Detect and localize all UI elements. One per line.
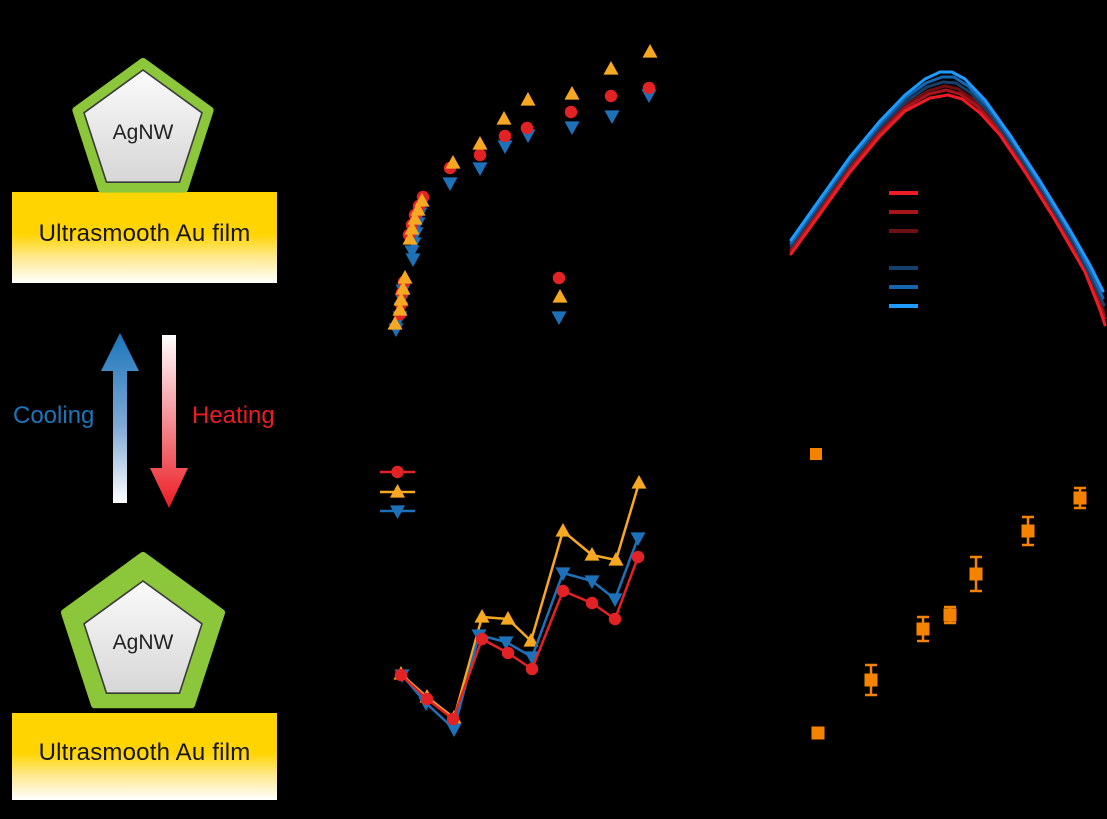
cooling-label: Cooling [13, 402, 95, 429]
scatter-top-middle-series-red-circles [393, 81, 656, 321]
pentagon-core [83, 69, 203, 183]
errorbar-bottom-right [810, 448, 1087, 740]
gold-film-top: Ultrasmooth Au film [12, 192, 277, 283]
scatter-top-middle [387, 43, 658, 338]
film-label: Ultrasmooth Au film [38, 738, 251, 766]
lines-bottom-middle-series-red-circles [394, 550, 645, 726]
lines-bottom-middle-series-amber-up-triangles [393, 474, 647, 724]
gold-film-bottom: Ultrasmooth Au film [12, 713, 277, 800]
agnw-pentagon-bottom [61, 552, 225, 709]
spectra-top-right-curve-dark-maroon [789, 84, 1106, 314]
scatter-top-middle-series-amber-up-triangles [387, 43, 658, 330]
spectra-top-right-curve-medium-blue [789, 75, 1105, 300]
spectra-top-right-curve-navy [789, 80, 1106, 307]
pentagon-core [83, 580, 203, 695]
agnw-label: AgNW [112, 121, 174, 144]
film-label: Ultrasmooth Au film [38, 219, 251, 247]
cooling-arrow [101, 333, 139, 503]
agnw-label: AgNW [112, 631, 174, 654]
errorbar-bottom-right-legend [810, 448, 822, 460]
lines-bottom-middle-legend [380, 465, 415, 520]
spectra-top-right-legend [889, 191, 918, 308]
scatter-top-middle-legend [551, 271, 568, 326]
plots-root [380, 43, 1107, 740]
agnw-pentagon-top [72, 58, 214, 193]
lines-bottom-middle-series-blue-down-triangles [394, 532, 646, 738]
heating-label: Heating [192, 402, 275, 429]
heating-arrow [150, 335, 188, 508]
spectra-top-right-curve-bright-red [789, 93, 1107, 327]
lines-bottom-middle [380, 465, 647, 738]
spectra-top-right [789, 70, 1107, 327]
spectra-top-right-curve-dark-red [789, 88, 1107, 320]
spectra-top-right-curve-bright-blue [789, 70, 1105, 293]
